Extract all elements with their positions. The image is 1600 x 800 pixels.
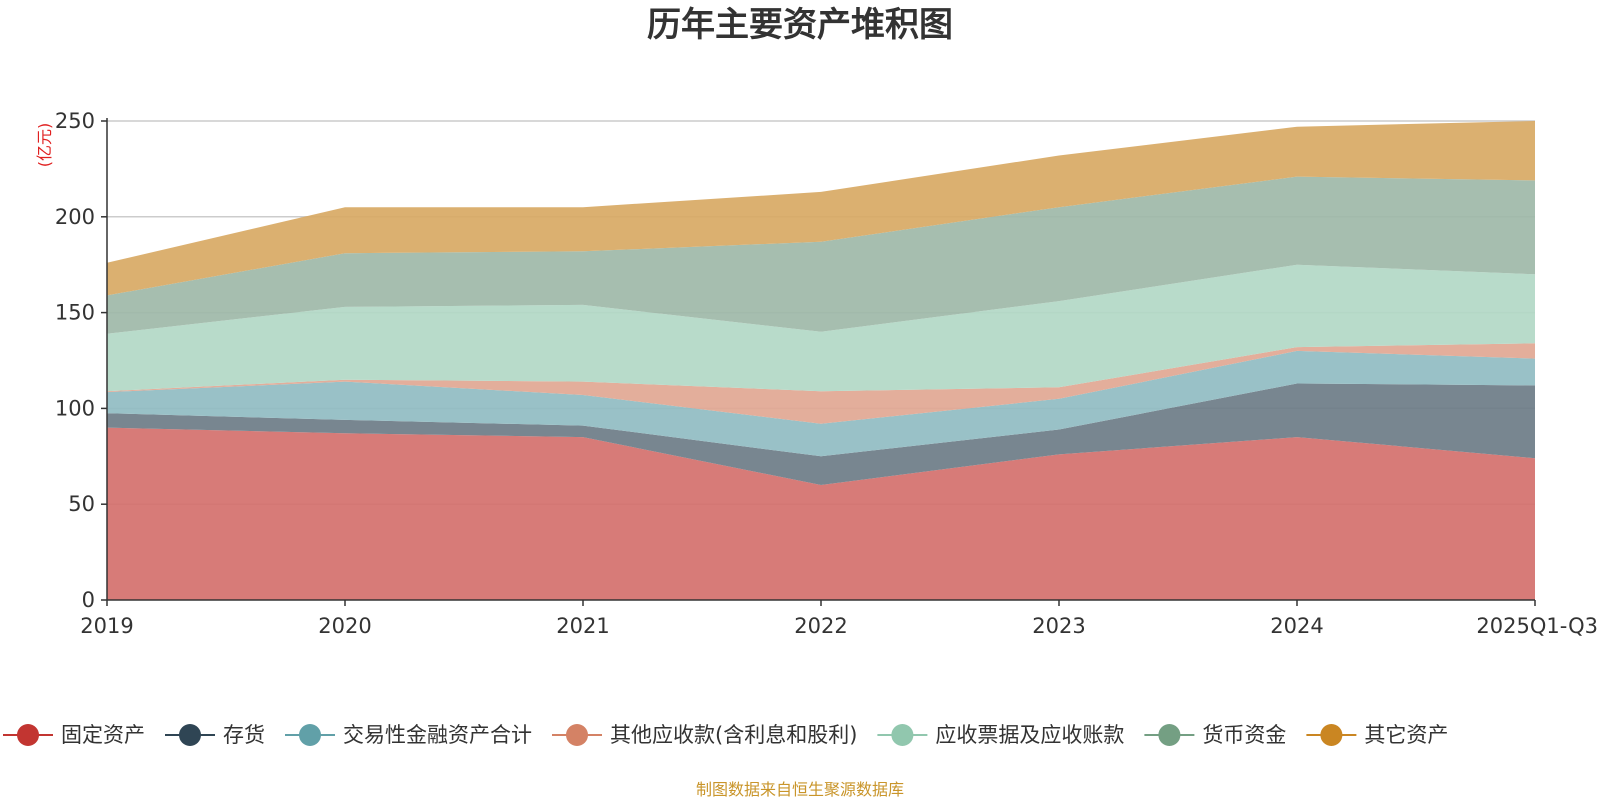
legend-circle-icon xyxy=(1158,724,1181,746)
axes: 0 50 100 150 200 250 2019 2020 2021 2022 2023 2024 2… xyxy=(55,109,1598,638)
legend-item-4[interactable]: 其他应收款(含利息和股利) xyxy=(552,723,857,747)
legend-label: 其它资产 xyxy=(1364,723,1448,747)
x-tick-label: 2020 xyxy=(318,614,371,638)
x-tick-label: 2022 xyxy=(794,614,847,638)
y-tick-label: 250 xyxy=(55,109,95,133)
legend-item-5[interactable]: 应收票据及应收账款 xyxy=(877,723,1124,747)
x-tick-label: 2024 xyxy=(1270,614,1323,638)
legend-circle-icon xyxy=(1320,724,1343,746)
legend-item-1[interactable]: 固定资产 xyxy=(3,723,145,747)
legend-circle-icon xyxy=(891,724,914,746)
data-source-note: 制图数据来自恒生聚源数据库 xyxy=(696,780,904,799)
area-series-5 xyxy=(107,264,1535,392)
y-tick-label: 100 xyxy=(55,396,95,420)
y-tick-label: 200 xyxy=(55,205,95,229)
area-series-3 xyxy=(107,350,1535,457)
legend-circle-icon xyxy=(299,724,321,746)
legend-circle-icon xyxy=(17,724,39,746)
y-tick-label: 150 xyxy=(55,301,95,325)
x-tick-label: 2023 xyxy=(1032,614,1085,638)
y-tick-label: 0 xyxy=(82,588,95,612)
legend-circle-icon xyxy=(179,724,201,746)
legend-label: 存货 xyxy=(223,723,265,747)
legend-label: 固定资产 xyxy=(61,723,145,747)
legend-item-6[interactable]: 货币资金 xyxy=(1144,723,1286,747)
legend-label: 货币资金 xyxy=(1202,723,1286,747)
legend-item-2[interactable]: 存货 xyxy=(165,723,265,747)
x-tick-label: 2019 xyxy=(80,614,133,638)
chart-title: 历年主要资产堆积图 xyxy=(647,5,953,45)
area-series-1 xyxy=(107,427,1535,600)
legend-label: 应收票据及应收账款 xyxy=(935,723,1124,747)
legend-label: 其他应收款(含利息和股利) xyxy=(610,723,857,747)
legend-circle-icon xyxy=(566,724,588,746)
area-series-4 xyxy=(107,343,1535,424)
area-series-group xyxy=(107,121,1535,600)
legend-item-7[interactable]: 其它资产 xyxy=(1306,723,1448,747)
y-axis-unit-label: (亿元) xyxy=(35,123,54,168)
area-series-7 xyxy=(107,121,1535,296)
x-tick-label: 2021 xyxy=(556,614,609,638)
legend-label: 交易性金融资产合计 xyxy=(343,723,532,747)
legend: 固定资产 存货 交易性金融资产合计 其他应收款(含利息和股利) 应收票据及应收账款 货币资… xyxy=(3,723,1448,747)
area-series-6 xyxy=(107,176,1535,334)
y-tick-label: 50 xyxy=(68,492,95,516)
x-tick-label: 2025Q1-Q3 xyxy=(1476,614,1598,638)
area-series-2 xyxy=(107,383,1535,485)
legend-item-3[interactable]: 交易性金融资产合计 xyxy=(285,723,532,747)
